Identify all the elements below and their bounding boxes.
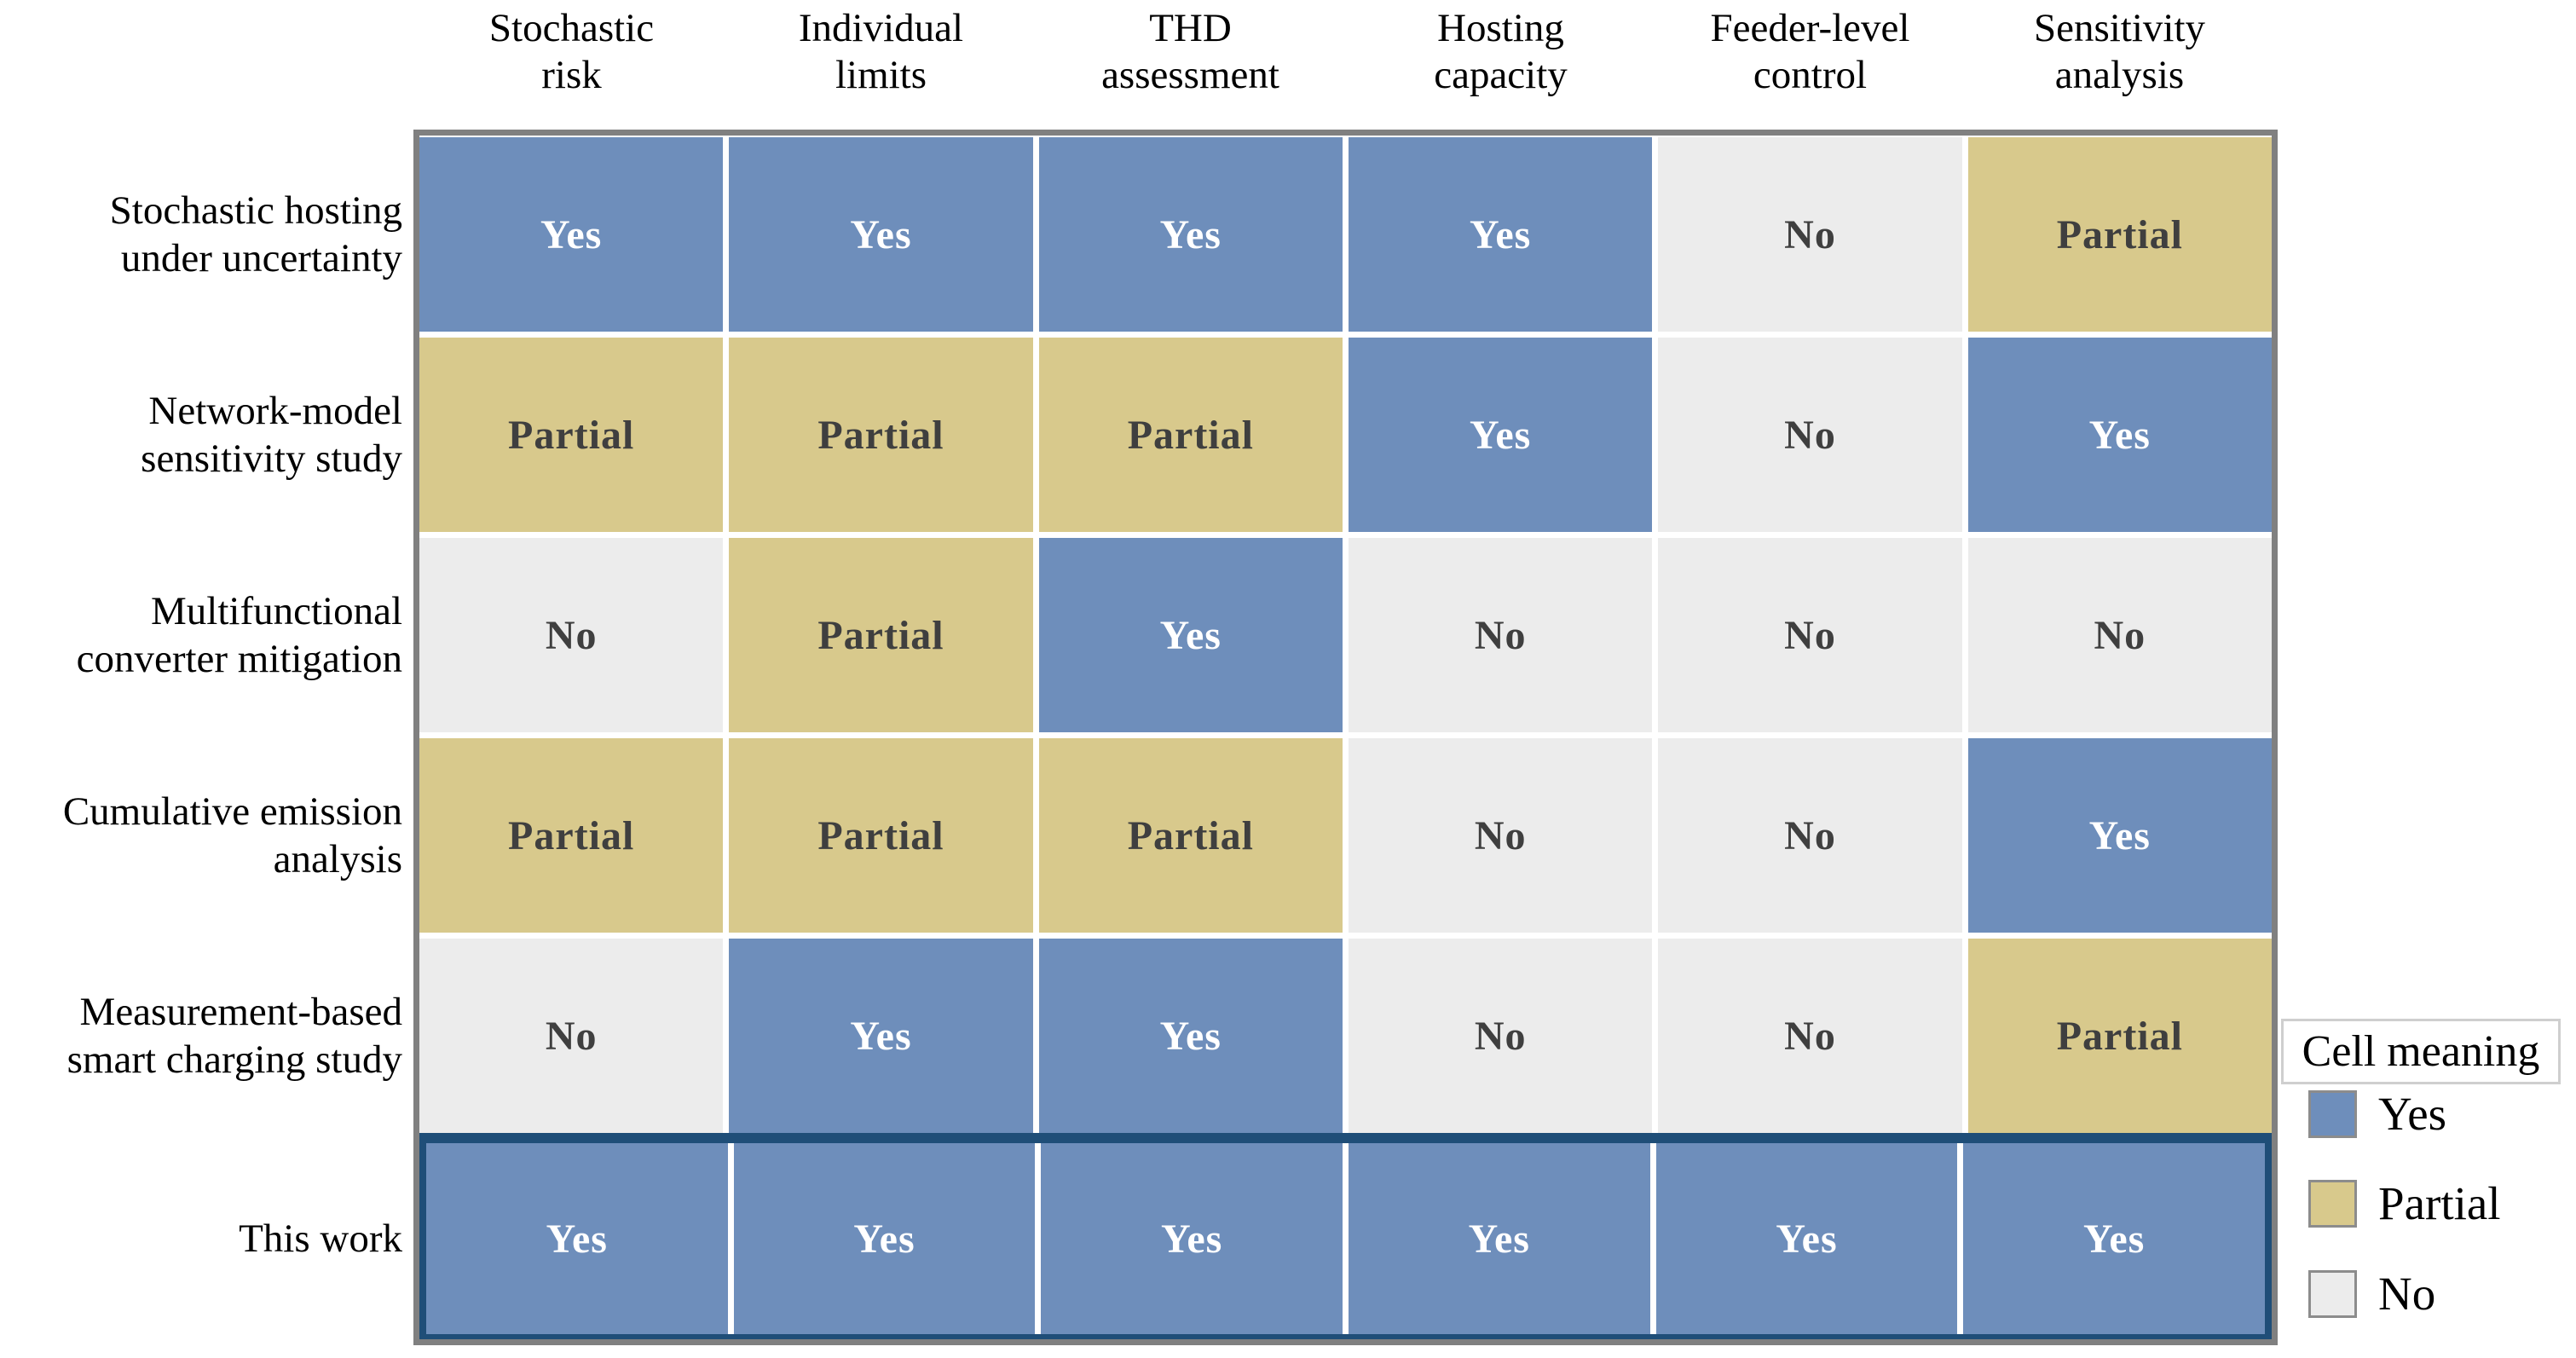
column-header-line: Sensitivity (2033, 6, 2206, 50)
legend-swatch-no (2308, 1269, 2357, 1318)
row-label-line: under uncertainty (120, 236, 402, 280)
legend-item-partial: Partial (2308, 1179, 2501, 1228)
column-header-line: Feeder-level (1710, 6, 1910, 50)
legend-swatch-partial (2308, 1179, 2357, 1228)
matrix-cell: No (1349, 738, 1653, 933)
row-label-line: Measurement-based (79, 990, 402, 1034)
column-header-line: Individual (798, 6, 964, 50)
row-label-network-model: Network-model sensitivity study (0, 387, 402, 483)
matrix-cell: Yes (426, 1143, 728, 1334)
matrix-cell: Yes (1967, 338, 2272, 532)
matrix-cell: Partial (419, 738, 724, 933)
column-header-line: assessment (1101, 53, 1279, 97)
matrix-cell: Yes (733, 1143, 1036, 1334)
matrix-cell: No (1349, 538, 1653, 732)
matrix-cell: Yes (1349, 137, 1653, 332)
column-header-stochastic-risk: Stochastic risk (419, 5, 724, 99)
matrix-cell: No (1967, 538, 2272, 732)
matrix-cell: Partial (1038, 338, 1343, 532)
matrix-cell: Yes (1038, 939, 1343, 1133)
row-label-line: Stochastic hosting (109, 188, 402, 233)
legend-label: No (2378, 1268, 2436, 1320)
matrix-cell: Partial (729, 338, 1033, 532)
matrix-cell: Yes (1041, 1143, 1343, 1334)
matrix-cell: Yes (1038, 538, 1343, 732)
column-header-sensitivity-analysis: Sensitivity analysis (1967, 5, 2272, 99)
legend-label: Partial (2378, 1177, 2501, 1229)
row-label-multifunctional: Multifunctional converter mitigation (0, 587, 402, 683)
legend-title: Cell meaning (2281, 1019, 2561, 1084)
row-label-line: converter mitigation (76, 637, 402, 681)
legend-item-yes: Yes (2308, 1089, 2446, 1138)
row-label-line: This work (239, 1216, 402, 1261)
matrix-cell: Yes (1963, 1143, 2265, 1334)
matrix-cell: Yes (1038, 137, 1343, 332)
column-header-line: THD (1149, 6, 1232, 50)
row-label-cumulative-emission: Cumulative emission analysis (0, 788, 402, 883)
matrix-cell: No (419, 538, 724, 732)
column-header-line: control (1753, 53, 1868, 97)
matrix-cell: Yes (1348, 1143, 1650, 1334)
matrix-cell: Partial (729, 538, 1033, 732)
column-header-feeder-level-control: Feeder-level control (1658, 5, 1962, 99)
matrix-cell: Yes (1655, 1143, 1958, 1334)
legend-item-no: No (2308, 1269, 2435, 1318)
matrix-cell: Partial (1967, 137, 2272, 332)
legend-label: Yes (2378, 1088, 2447, 1140)
matrix-cell: Yes (419, 137, 724, 332)
matrix-cell: No (1349, 939, 1653, 1133)
matrix-cell: No (1658, 137, 1962, 332)
column-header-line: risk (541, 53, 602, 97)
column-header-line: analysis (2054, 53, 2185, 97)
row-label-measurement-based: Measurement-based smart charging study (0, 988, 402, 1084)
row-label-line: Multifunctional (150, 589, 402, 633)
matrix-cell: No (1658, 338, 1962, 532)
matrix-cell: No (419, 939, 724, 1133)
row-label-line: analysis (273, 837, 402, 881)
matrix-cell: No (1658, 538, 1962, 732)
column-header-hosting-capacity: Hosting capacity (1349, 5, 1653, 99)
this-work-row: Yes Yes Yes Yes Yes Yes (419, 1133, 2272, 1339)
row-label-stochastic-hosting: Stochastic hosting under uncertainty (0, 187, 402, 282)
matrix-cell: Yes (729, 939, 1033, 1133)
column-header-line: limits (835, 53, 927, 97)
comparison-matrix: Yes Yes Yes Yes No Partial Partial Parti… (413, 130, 2278, 1345)
legend-swatch-yes (2308, 1089, 2357, 1138)
row-label-this-work: This work (0, 1215, 402, 1263)
column-header-individual-limits: Individual limits (729, 5, 1033, 99)
row-label-line: Cumulative emission (62, 789, 402, 834)
matrix-cell: Partial (1038, 738, 1343, 933)
matrix-cell: Yes (729, 137, 1033, 332)
matrix-cell: Partial (729, 738, 1033, 933)
matrix-cell: No (1658, 738, 1962, 933)
column-header-line: Stochastic (488, 6, 655, 50)
column-header-line: Hosting (1437, 6, 1564, 50)
row-label-line: Network-model (148, 389, 402, 433)
matrix-cell: Partial (419, 338, 724, 532)
matrix-cell: Partial (1967, 939, 2272, 1133)
matrix-cell: Yes (1349, 338, 1653, 532)
row-label-line: smart charging study (66, 1037, 402, 1082)
column-header-thd-assessment: THD assessment (1038, 5, 1343, 99)
row-label-line: sensitivity study (141, 436, 402, 481)
matrix-cell: Yes (1967, 738, 2272, 933)
matrix-body: Yes Yes Yes Yes No Partial Partial Parti… (419, 136, 2272, 1133)
matrix-cell: No (1658, 939, 1962, 1133)
column-header-line: capacity (1434, 53, 1568, 97)
